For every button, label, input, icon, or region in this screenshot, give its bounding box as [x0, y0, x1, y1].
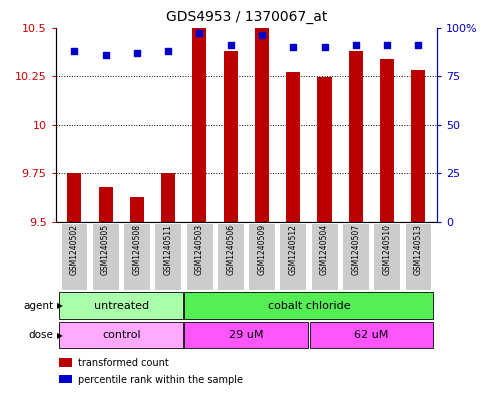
Bar [59, 375, 72, 384]
FancyBboxPatch shape [280, 223, 306, 290]
FancyBboxPatch shape [217, 223, 244, 290]
FancyBboxPatch shape [342, 223, 369, 290]
Point [102, 51, 110, 58]
Text: GSM1240508: GSM1240508 [132, 224, 142, 275]
FancyBboxPatch shape [185, 322, 308, 348]
Text: untreated: untreated [94, 301, 149, 310]
Point [227, 42, 235, 48]
Text: GSM1240504: GSM1240504 [320, 224, 329, 275]
Bar [412, 70, 426, 222]
Bar [380, 59, 394, 222]
Point [321, 44, 328, 50]
FancyBboxPatch shape [311, 223, 338, 290]
Text: GSM1240510: GSM1240510 [383, 224, 392, 275]
Bar [130, 197, 144, 222]
Bar [192, 28, 206, 222]
Point [258, 32, 266, 39]
FancyBboxPatch shape [60, 223, 87, 290]
Point [71, 48, 78, 54]
Text: 29 uM: 29 uM [229, 330, 264, 340]
Bar [161, 173, 175, 222]
FancyBboxPatch shape [123, 223, 150, 290]
FancyBboxPatch shape [185, 223, 213, 290]
Point [352, 42, 360, 48]
Text: GSM1240503: GSM1240503 [195, 224, 204, 275]
FancyBboxPatch shape [59, 322, 183, 348]
Point [133, 50, 141, 56]
Text: transformed count: transformed count [77, 358, 168, 368]
FancyBboxPatch shape [310, 322, 433, 348]
Text: GSM1240512: GSM1240512 [289, 224, 298, 275]
Text: GSM1240507: GSM1240507 [351, 224, 360, 275]
Point [164, 48, 172, 54]
FancyBboxPatch shape [185, 292, 433, 319]
Text: percentile rank within the sample: percentile rank within the sample [77, 375, 242, 385]
Text: GSM1240509: GSM1240509 [257, 224, 267, 275]
Bar [67, 173, 81, 222]
Point [383, 42, 391, 48]
Title: GDS4953 / 1370067_at: GDS4953 / 1370067_at [166, 10, 327, 24]
FancyBboxPatch shape [155, 223, 181, 290]
Text: agent: agent [23, 301, 53, 310]
Text: GSM1240511: GSM1240511 [164, 224, 172, 275]
Text: GSM1240513: GSM1240513 [414, 224, 423, 275]
Text: control: control [102, 330, 141, 340]
Bar [317, 77, 331, 222]
Text: cobalt chloride: cobalt chloride [268, 301, 350, 310]
Point [414, 42, 422, 48]
Bar [286, 72, 300, 222]
Bar [59, 358, 72, 367]
FancyBboxPatch shape [248, 223, 275, 290]
Text: GSM1240502: GSM1240502 [70, 224, 79, 275]
FancyBboxPatch shape [92, 223, 119, 290]
Point [289, 44, 297, 50]
FancyBboxPatch shape [405, 223, 431, 290]
FancyBboxPatch shape [373, 223, 400, 290]
FancyBboxPatch shape [59, 292, 183, 319]
FancyBboxPatch shape [56, 222, 437, 291]
Point [196, 30, 203, 37]
Text: ▶: ▶ [57, 331, 62, 340]
Text: GSM1240506: GSM1240506 [226, 224, 235, 275]
Text: 62 uM: 62 uM [354, 330, 389, 340]
Bar [224, 51, 238, 222]
Text: dose: dose [28, 330, 53, 340]
Bar [99, 187, 113, 222]
Text: GSM1240505: GSM1240505 [101, 224, 110, 275]
Text: ▶: ▶ [57, 301, 62, 310]
Bar [255, 28, 269, 222]
Bar [349, 51, 363, 222]
